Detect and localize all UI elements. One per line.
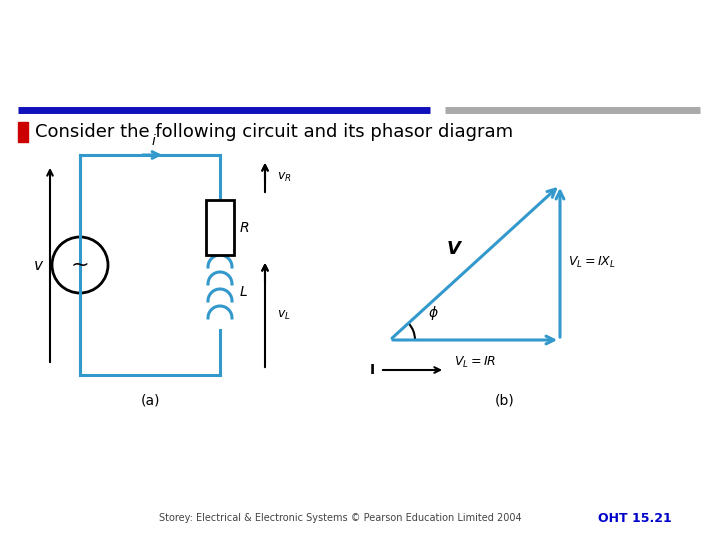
Text: I: I [370, 363, 375, 377]
Text: $\phi$: $\phi$ [428, 304, 438, 322]
Text: (a): (a) [140, 393, 160, 407]
Text: $v_R$: $v_R$ [277, 171, 292, 184]
Bar [18, 122, 28, 142]
Text: Storey: Electrical & Electronic Systems © Pearson Education Limited 2004: Storey: Electrical & Electronic Systems … [158, 513, 521, 523]
Text: i: i [151, 134, 155, 148]
Text: R: R [240, 220, 250, 234]
Text: (b): (b) [495, 393, 515, 407]
Text: OHT 15.21: OHT 15.21 [598, 511, 672, 524]
Text: L: L [240, 286, 248, 300]
Text: $V_L = IX_L$: $V_L = IX_L$ [568, 255, 616, 270]
Text: $v_L$: $v_L$ [277, 308, 291, 321]
Text: ~: ~ [71, 255, 89, 275]
Bar [206, 200, 234, 255]
Text: V: V [446, 240, 460, 258]
Text: $V_L = IR$: $V_L = IR$ [454, 355, 496, 370]
Text: v: v [34, 258, 42, 273]
Text: Consider the following circuit and its phasor diagram: Consider the following circuit and its p… [35, 123, 513, 141]
